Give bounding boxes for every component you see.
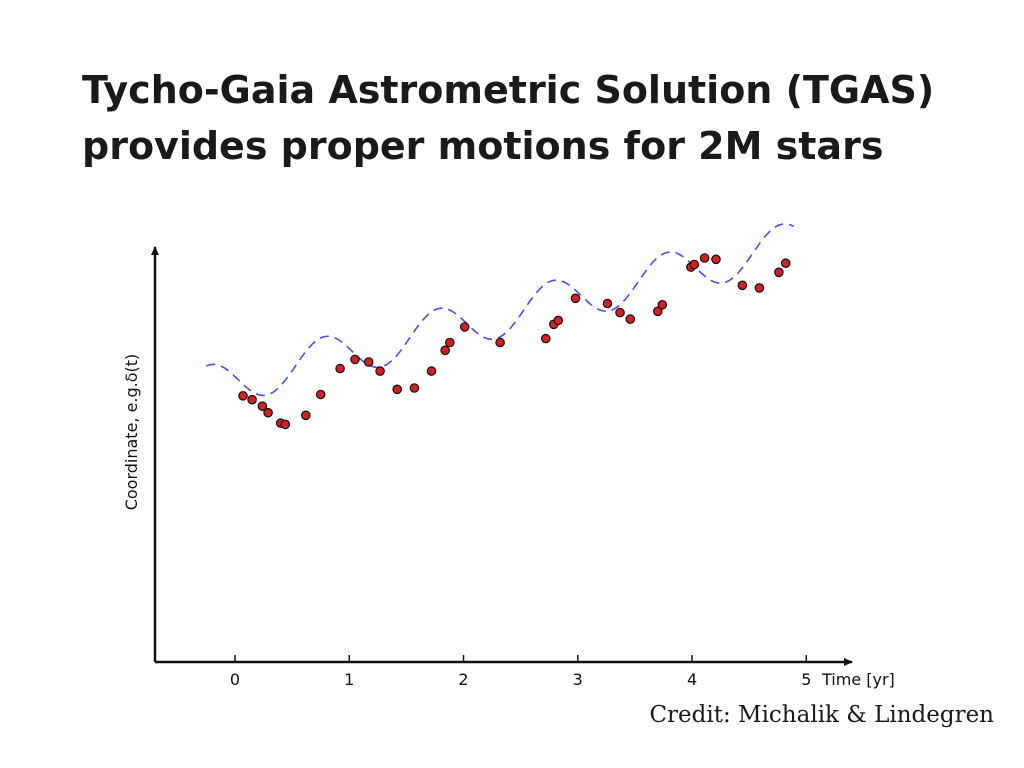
data-point [440, 345, 450, 356]
y-axis-label: Coordinate, e.g.δ(t) [122, 354, 141, 511]
data-point [280, 419, 291, 430]
slide-title: Tycho-Gaia Astrometric Solution (TGAS) p… [82, 62, 982, 174]
data-point [409, 383, 420, 393]
x-axis-label: Time [yr] [821, 670, 895, 689]
credit-text: Credit: Michalik & Lindegren [649, 702, 994, 728]
x-tick-label: 2 [458, 670, 468, 689]
data-point [257, 401, 268, 411]
data-point [350, 354, 360, 365]
data-point [363, 357, 374, 367]
data-point [300, 410, 311, 421]
data-point [774, 267, 784, 278]
data-point [711, 254, 721, 265]
data-point [426, 366, 437, 376]
x-tick-label: 5 [801, 670, 811, 689]
data-point [540, 333, 551, 344]
data-point [335, 363, 345, 374]
x-tick-label: 0 [230, 670, 240, 689]
data-point [238, 390, 248, 401]
data-point [570, 293, 581, 304]
data-point [625, 314, 636, 324]
data-point [754, 283, 765, 293]
slide-title-line1: Tycho-Gaia Astrometric Solution (TGAS) [82, 68, 935, 112]
data-point [315, 389, 326, 400]
data-point [602, 298, 613, 309]
x-tick-label: 1 [344, 670, 354, 689]
model-curve [206, 223, 795, 397]
data-point [699, 253, 710, 263]
data-point [652, 306, 663, 317]
data-point [247, 394, 257, 405]
x-tick-group: 0 1 2 3 4 5 [230, 655, 811, 689]
x-tick-label: 4 [687, 670, 697, 689]
data-point [553, 315, 564, 326]
data-point [737, 280, 748, 291]
data-points [238, 253, 791, 430]
x-tick-label: 3 [573, 670, 583, 689]
data-point [780, 258, 791, 268]
data-point [689, 259, 700, 270]
data-point [392, 384, 402, 395]
data-point [263, 407, 273, 418]
data-point [615, 307, 625, 318]
data-point [444, 337, 455, 348]
data-point [375, 366, 385, 376]
data-point [459, 322, 470, 332]
data-point [495, 337, 505, 348]
slide-title-line2: provides proper motions for 2M stars [82, 124, 884, 168]
data-point [657, 299, 668, 310]
